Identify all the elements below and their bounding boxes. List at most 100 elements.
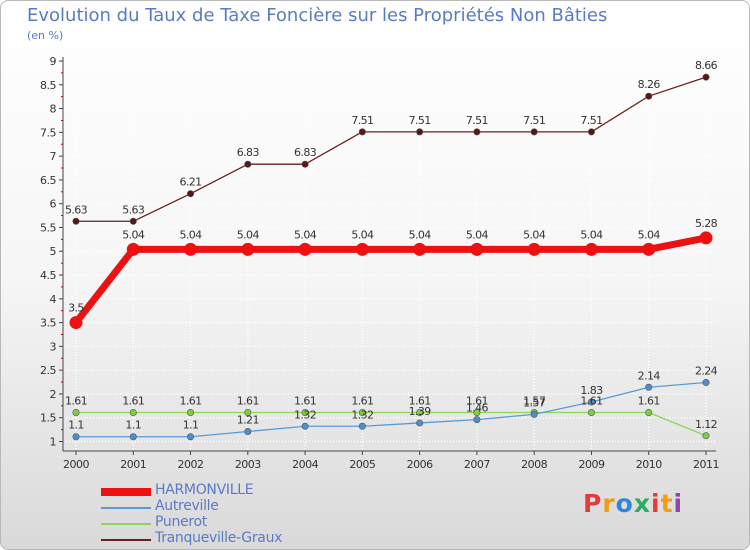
data-label: 1.57 xyxy=(523,394,546,407)
data-point xyxy=(72,217,80,225)
data-label: 1.61 xyxy=(122,394,144,407)
data-point xyxy=(301,408,309,416)
y-tick-label: 5.5 xyxy=(40,221,56,234)
chart-title: Evolution du Taux de Taxe Foncière sur l… xyxy=(27,5,608,26)
data-point xyxy=(702,432,710,440)
legend-swatch xyxy=(101,523,151,525)
data-point xyxy=(645,383,653,391)
logo-letter: P xyxy=(583,489,603,518)
data-label: 3.5 xyxy=(68,302,84,315)
data-label: 1.1 xyxy=(183,419,199,432)
series-line-punerot xyxy=(75,411,707,437)
data-point xyxy=(530,410,538,418)
data-point xyxy=(584,242,598,256)
data-label: 5.04 xyxy=(122,228,145,241)
data-point xyxy=(358,408,366,416)
y-tick-label: 8.5 xyxy=(40,79,56,92)
data-label: 6.83 xyxy=(294,146,317,159)
logo-letter: o xyxy=(615,489,634,518)
data-label: 5.04 xyxy=(294,228,317,241)
x-tick-label: 2003 xyxy=(235,458,261,471)
data-point xyxy=(645,408,653,416)
data-label: 5.04 xyxy=(237,228,260,241)
data-point xyxy=(587,398,595,406)
data-point xyxy=(416,408,424,416)
y-tick-label: 6.5 xyxy=(40,174,56,187)
y-tick-label: 6 xyxy=(50,198,57,211)
data-point xyxy=(129,217,137,225)
y-tick-label: 9 xyxy=(50,55,57,68)
data-point xyxy=(416,128,424,136)
unit-label: (en %) xyxy=(27,29,64,42)
y-tick-label: 4.5 xyxy=(40,269,56,282)
data-label: 1.32 xyxy=(294,408,316,421)
data-point xyxy=(72,433,80,441)
data-point xyxy=(301,160,309,168)
data-label: 7.51 xyxy=(409,114,431,127)
data-label: 7.51 xyxy=(523,114,545,127)
data-label: 1.61 xyxy=(638,394,660,407)
legend-swatch xyxy=(101,507,151,509)
data-label: 5.04 xyxy=(638,228,661,241)
data-point xyxy=(126,242,140,256)
data-label: 5.63 xyxy=(65,203,88,216)
x-tick-label: 2007 xyxy=(464,458,490,471)
data-label: 1.1 xyxy=(68,419,84,432)
y-tick-label: 1.5 xyxy=(40,412,56,425)
data-point xyxy=(473,408,481,416)
data-point xyxy=(129,433,137,441)
data-label: 5.63 xyxy=(122,203,145,216)
x-tick-label: 2002 xyxy=(178,458,204,471)
logo-letter: x xyxy=(633,489,651,518)
data-point xyxy=(699,231,713,245)
data-label: 2.24 xyxy=(695,365,718,378)
x-tick-label: 2009 xyxy=(578,458,604,471)
data-label: 1.39 xyxy=(409,405,432,418)
data-point xyxy=(298,242,312,256)
legend-label: Punerot xyxy=(155,514,207,530)
x-tick-label: 2010 xyxy=(636,458,662,471)
data-label: 1.61 xyxy=(294,394,316,407)
data-point xyxy=(702,379,710,387)
data-label: 1.57 xyxy=(523,396,546,409)
logo-letter: t xyxy=(660,489,674,518)
y-tick-label: 2 xyxy=(50,388,57,401)
data-label: 1.21 xyxy=(237,414,259,427)
legend-label: Tranqueville-Graux xyxy=(155,530,283,546)
data-label: 1.61 xyxy=(351,394,373,407)
data-point xyxy=(527,242,541,256)
data-point xyxy=(587,408,595,416)
data-point xyxy=(530,128,538,136)
data-label: 2.14 xyxy=(638,369,661,382)
data-point xyxy=(244,427,252,435)
logo-letter: i xyxy=(651,489,661,518)
y-tick-label: 4 xyxy=(50,293,57,306)
data-label: 1.61 xyxy=(237,394,259,407)
data-label: 5.04 xyxy=(409,228,432,241)
data-point xyxy=(358,128,366,136)
data-label: 1.83 xyxy=(580,384,603,397)
y-tick-label: 2.5 xyxy=(40,364,56,377)
y-tick-label: 5 xyxy=(50,245,57,258)
data-label: 5.04 xyxy=(179,228,202,241)
data-point xyxy=(587,128,595,136)
data-point xyxy=(473,416,481,424)
legend-label: Autreville xyxy=(155,498,219,514)
data-point xyxy=(473,128,481,136)
data-label: 5.04 xyxy=(580,228,603,241)
legend-label: HARMONVILLE xyxy=(155,482,254,498)
x-tick-label: 2005 xyxy=(349,458,375,471)
data-label: 1.12 xyxy=(695,418,717,431)
data-label: 5.28 xyxy=(695,217,718,230)
data-point xyxy=(416,419,424,427)
data-label: 1.61 xyxy=(65,394,87,407)
x-tick-label: 2004 xyxy=(292,458,318,471)
data-point xyxy=(642,242,656,256)
data-point xyxy=(69,316,83,330)
y-tick-label: 8 xyxy=(50,103,57,116)
data-point xyxy=(244,408,252,416)
x-tick-label: 2001 xyxy=(120,458,146,471)
data-point xyxy=(129,408,137,416)
